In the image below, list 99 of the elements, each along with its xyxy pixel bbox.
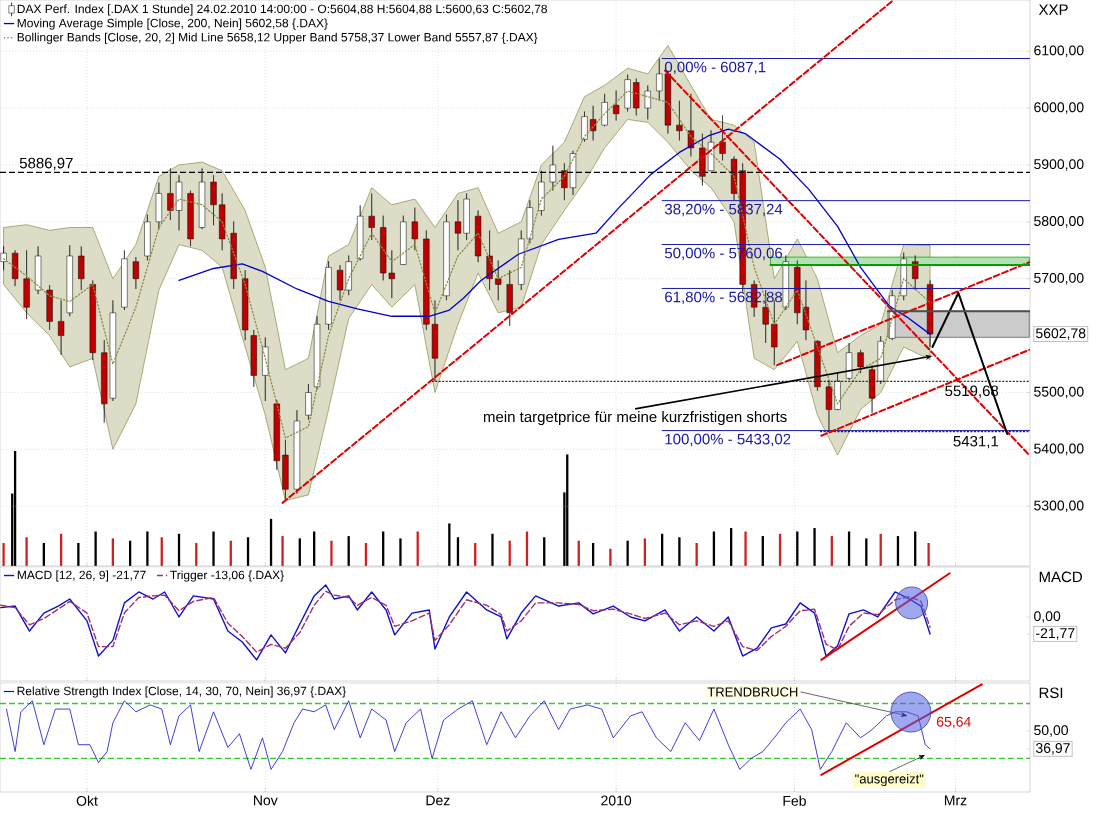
annotation: 65,64: [936, 716, 971, 729]
candlestick: [210, 174, 217, 226]
candlestick: [443, 214, 450, 301]
candlestick: [400, 215, 407, 266]
y-axis-title: XXP: [1038, 4, 1068, 15]
y-tick-label: 5700,00: [1034, 272, 1084, 285]
y-tick-label: -21,77: [1036, 628, 1075, 640]
bar: [25, 537, 28, 566]
candlestick: [305, 383, 312, 421]
candlestick: [325, 260, 332, 331]
candlestick: [89, 280, 96, 361]
bar: [678, 537, 681, 566]
x-tick-label: Okt: [76, 795, 98, 806]
x-tick-label: Mrz: [944, 795, 967, 806]
line-series: [0, 590, 931, 653]
candlestick: [293, 409, 301, 494]
y-tick-label: 5900,00: [1034, 159, 1084, 171]
y-tick-label: 50,00: [1034, 725, 1068, 737]
candlestick: [46, 284, 53, 331]
bar: [744, 531, 747, 566]
bar: [2, 543, 5, 566]
candlestick: [121, 250, 128, 311]
candlestick: [676, 100, 683, 141]
candlestick: [411, 207, 418, 251]
candlestick: [463, 193, 470, 241]
bar: [626, 540, 629, 566]
candlestick: [644, 85, 651, 120]
candlestick: [719, 115, 726, 161]
candlestick: [474, 210, 482, 263]
candlestick: [506, 269, 513, 327]
bar: [491, 533, 494, 566]
legend-label: Bollinger Bands [Close, 20, 2] Mid Line 5658,12 Upper Band 5758,37 Lower Band 5557,87 {.DAX}: [17, 32, 538, 44]
bar: [813, 528, 816, 566]
candlestick: [57, 300, 65, 356]
legend-label: Trigger -13,06 {.DAX}: [170, 570, 284, 582]
annotation: TRENDBRUCH: [707, 687, 798, 697]
bar: [212, 531, 215, 566]
candlestick: [230, 221, 237, 290]
candlestick: [273, 399, 280, 471]
candlestick: [78, 246, 85, 291]
y-tick-label: 5300,00: [1034, 500, 1084, 513]
y-tick-label: 5602,78: [1035, 328, 1086, 340]
candlestick: [250, 329, 257, 388]
x-tick-label: Nov: [254, 795, 278, 806]
y-tick-label: 5400,00: [1034, 443, 1084, 456]
bar: [281, 536, 284, 566]
candlestick: [357, 205, 364, 261]
candlestick: [282, 439, 289, 500]
candlestick: [144, 214, 151, 261]
candlestick: [23, 250, 30, 320]
line-series: [0, 584, 931, 661]
y-axis-title: MACD: [1039, 571, 1082, 583]
x-tick-label: Feb: [783, 795, 806, 806]
series-label: 0,00% - 6087,1: [664, 61, 766, 75]
candlestick: [242, 269, 249, 341]
legend-label: DAX Perf. Index [.DAX 1 Stunde] 24.02.2010 14:00:00 - O:5604,88 H:5604,88 L:5600,63 C:5602,78: [17, 4, 547, 16]
legend-label: Moving Average Simple [Close, 200, Nein] 5602,58 {.DAX}: [17, 18, 328, 30]
y-tick-label: 36,97: [1035, 743, 1070, 755]
y-tick-label: 5800,00: [1034, 216, 1084, 228]
candlestick: [495, 260, 502, 301]
y-tick-label: 5500,00: [1034, 386, 1084, 399]
line-series: [6, 700, 931, 770]
candlestick: [132, 256, 139, 290]
candlestick: [34, 246, 42, 295]
candlestick: [581, 111, 588, 142]
annotation: "ausgereizt": [855, 773, 924, 787]
candlestick: [633, 78, 640, 116]
candlestick: [0, 246, 7, 271]
candlestick: [11, 250, 19, 287]
bar: [94, 531, 97, 566]
bar: [77, 543, 80, 566]
y-tick-label: 6100,00: [1034, 45, 1084, 57]
y-axis-title: RSI: [1039, 687, 1063, 699]
bar: [927, 543, 930, 566]
candlestick: [613, 90, 620, 121]
candlestick: [187, 190, 194, 247]
legend-label: Relative Strength Index [Close, 14, 30, 70, Nein] 36,97 {.DAX}: [17, 686, 346, 698]
y-tick-label: 0,00: [1034, 611, 1061, 623]
x-tick-label: 2010: [601, 795, 632, 806]
candlestick: [601, 93, 608, 127]
candlestick: [313, 316, 321, 390]
line-series: [178, 128, 931, 335]
bar: [146, 531, 149, 566]
bar: [330, 540, 333, 566]
ref-line-label: 5886,97: [19, 157, 73, 171]
candlestick: [624, 74, 631, 112]
series-label: 100,00% - 5433,02: [665, 433, 791, 447]
y-tick-label: 6000,00: [1034, 102, 1084, 114]
candlestick: [368, 193, 375, 241]
x-tick-label: Dez: [426, 795, 450, 806]
series-label: 5431,1: [953, 435, 999, 449]
candlestick: [219, 193, 226, 251]
annotation: mein targetprice für meine kurzfristigen shorts: [483, 411, 787, 426]
candlestick: [454, 199, 462, 251]
bar: [609, 548, 612, 566]
candlestick: [66, 244, 73, 317]
candlestick: [155, 182, 163, 230]
legend-label: MACD [12, 26, 9] -21,77: [17, 570, 146, 582]
bar: [399, 538, 402, 566]
